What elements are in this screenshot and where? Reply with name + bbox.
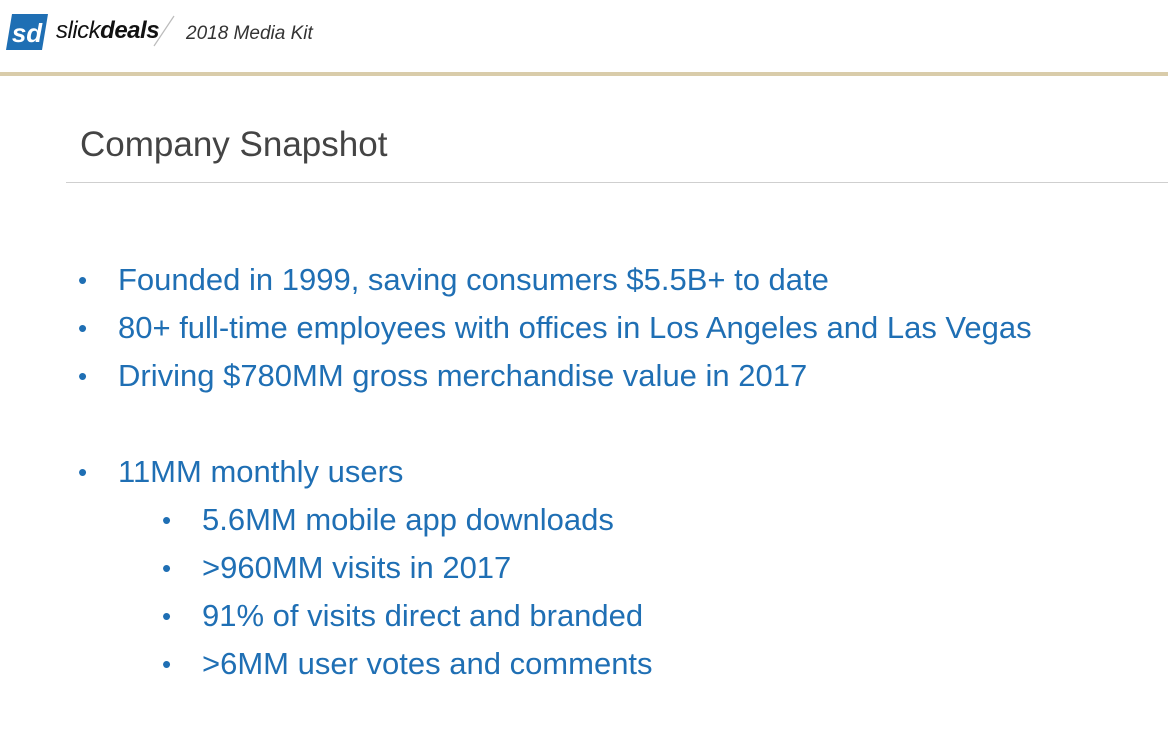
header-bar: sd slickdeals 2018 Media Kit <box>0 0 1168 72</box>
header-divider <box>0 72 1168 76</box>
users-list: 11MM monthly users <box>78 448 403 496</box>
list-item: >960MM visits in 2017 <box>162 544 653 592</box>
list-item: 91% of visits direct and branded <box>162 592 653 640</box>
list-item: 11MM monthly users <box>78 448 403 496</box>
title-divider <box>66 182 1168 183</box>
facts-list: Founded in 1999, saving consumers $5.5B+… <box>78 256 1032 400</box>
list-item: 80+ full-time employees with offices in … <box>78 304 1032 352</box>
brand-wordmark-bold: deals <box>100 17 160 44</box>
brand-wordmark-thin: slick <box>56 17 101 44</box>
list-item: Founded in 1999, saving consumers $5.5B+… <box>78 256 1032 304</box>
users-sublist: 5.6MM mobile app downloads >960MM visits… <box>162 496 653 688</box>
list-item: 5.6MM mobile app downloads <box>162 496 653 544</box>
svg-text:sd: sd <box>12 18 43 48</box>
sd-logo-icon[interactable]: sd <box>6 12 48 52</box>
divider-slash <box>153 15 175 47</box>
page-title: Company Snapshot <box>80 125 388 164</box>
list-item: Driving $780MM gross merchandise value i… <box>78 352 1032 400</box>
media-kit-label: 2018 Media Kit <box>186 23 313 44</box>
brand-wordmark[interactable]: slickdeals <box>56 16 160 46</box>
list-item: >6MM user votes and comments <box>162 640 653 688</box>
